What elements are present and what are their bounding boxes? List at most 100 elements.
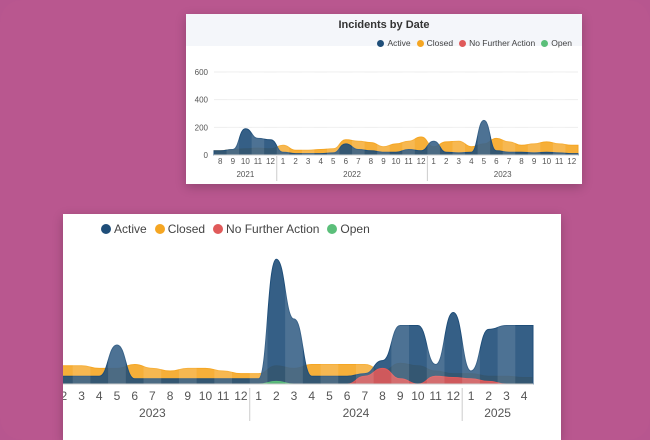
legend-item-closed[interactable]: Closed [416,38,453,48]
chart-panel-top[interactable]: Incidents by Date Active Closed No Furth… [186,14,582,184]
x-tick-label: 9 [532,157,537,166]
x-tick-label: 7 [507,157,512,166]
x-tick-label: 3 [457,157,462,166]
month-band [249,254,268,384]
x-tick-label: 9 [381,157,386,166]
legend-item-active[interactable]: Active [101,222,147,236]
x-tick-label: 4 [308,389,315,403]
y-tick-label: 0 [204,151,209,160]
series-area-active[interactable] [213,119,579,156]
month-band [108,254,126,384]
x-tick-label: 8 [379,389,386,403]
x-tick-label: 4 [96,389,103,403]
x-tick-label: 7 [356,157,361,166]
month-band [214,254,233,384]
x-tick-label: 9 [184,389,191,403]
legend-item-active[interactable]: Active [377,38,411,48]
chart-title: Incidents by Date [338,19,430,31]
x-tick-label: 2 [273,389,280,403]
x-tick-label: 10 [199,389,213,403]
month-band [72,254,91,384]
y-tick-label: 400 [195,96,209,105]
x-tick-label: 10 [392,157,401,166]
x-tick-label: 12 [417,157,426,166]
legend-dot-icon [213,224,224,234]
x-tick-label: 12 [234,389,248,403]
month-band [391,254,410,384]
x-tick-label: 6 [494,157,499,166]
month-band [355,254,374,384]
legend-item-open[interactable]: Open [327,222,370,236]
x-tick-label: 11 [555,157,564,166]
month-band [462,254,480,384]
month-band [178,254,197,384]
x-tick-label: 8 [519,157,524,166]
x-tick-label: 12 [447,389,461,403]
x-tick-label: 7 [361,389,368,403]
x-tick-label: 2 [485,389,492,403]
x-tick-label: 10 [542,157,551,166]
month-band [527,72,541,155]
x-tick-label: 1 [468,389,475,403]
legend-dot-icon [377,39,385,47]
month-band [427,72,440,155]
x-tick-label: 5 [331,157,336,166]
x-tick-label: 5 [114,389,121,403]
x-tick-label: 2 [444,157,449,166]
x-tick-label: 1 [281,157,286,166]
year-label: 2022 [343,170,361,179]
legend-dot-icon [154,224,165,234]
x-tick-label: 2 [63,389,68,403]
chart-header-band [186,14,582,46]
x-tick-label: 1 [431,157,436,166]
x-tick-label: 8 [167,389,174,403]
x-tick-label: 5 [482,157,487,166]
month-band [285,254,303,384]
chart-legend: Active Closed No Further Action Open [101,222,370,236]
x-tick-label: 4 [318,157,323,166]
x-tick-label: 11 [254,157,263,166]
month-band [477,72,491,155]
month-band [251,72,265,155]
x-tick-label: 2 [293,157,298,166]
x-tick-label: 10 [411,389,425,403]
x-tick-label: 1 [255,389,262,403]
x-tick-label: 4 [521,389,528,403]
month-band [377,72,390,155]
month-band [352,72,365,155]
month-band [497,254,516,384]
x-tick-label: 5 [326,389,333,403]
legend-item-no-further-action[interactable]: No Further Action [213,222,319,236]
month-band [276,72,290,155]
year-label: 2023 [139,406,166,420]
x-tick-label: 12 [266,157,275,166]
legend-dot-icon [416,39,424,47]
month-band [552,72,566,155]
legend-dot-icon [541,39,549,47]
month-band [226,72,240,155]
legend-item-closed[interactable]: Closed [154,222,205,236]
x-tick-label: 9 [397,389,404,403]
legend-item-open[interactable]: Open [541,38,572,48]
year-label: 2021 [236,170,254,179]
month-band [402,72,415,155]
y-tick-label: 600 [195,68,209,77]
month-band [143,254,162,384]
x-tick-label: 11 [429,389,442,403]
legend-item-no-further-action[interactable]: No Further Action [459,38,535,48]
x-tick-label: 3 [78,389,85,403]
x-tick-label: 6 [344,157,349,166]
series-area-active[interactable] [63,258,534,385]
x-tick-label: 9 [231,157,236,166]
month-band [326,72,340,155]
month-band [452,72,466,155]
x-tick-label: 3 [503,389,510,403]
month-band [301,72,315,155]
x-tick-label: 10 [241,157,250,166]
year-label: 2025 [484,406,511,420]
x-tick-label: 3 [306,157,311,166]
month-band [426,254,445,384]
